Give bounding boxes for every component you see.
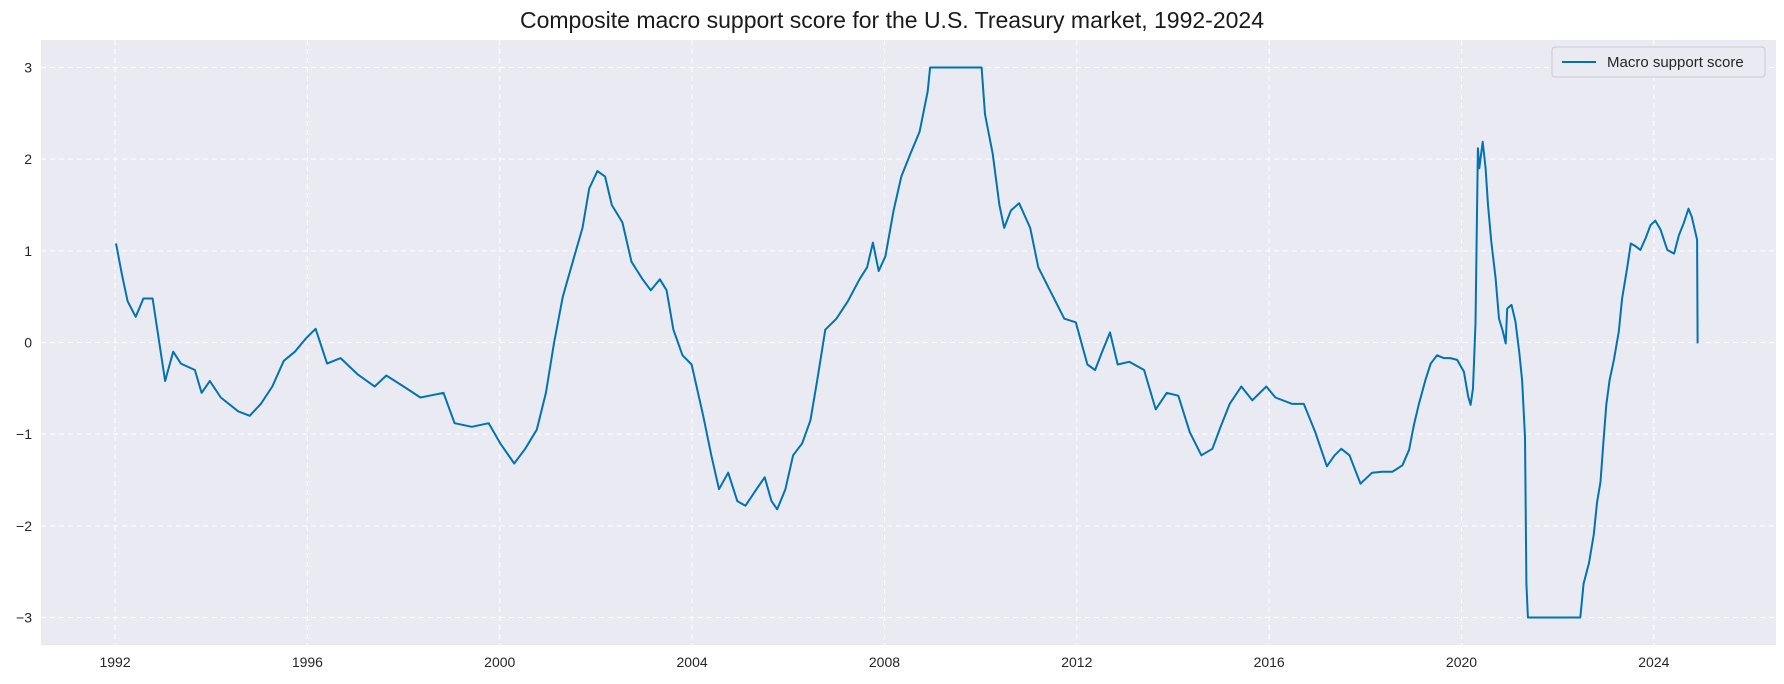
- x-tick-label: 1992: [99, 654, 130, 670]
- y-axis: 3 2 1 0 −1 −2 −3: [16, 60, 32, 626]
- y-tick-label: −3: [16, 610, 32, 626]
- x-tick-label: 2020: [1446, 654, 1477, 670]
- y-tick-label: 0: [24, 335, 32, 351]
- x-tick-label: 2008: [869, 654, 900, 670]
- y-tick-label: 3: [24, 60, 32, 76]
- x-tick-label: 2000: [484, 654, 515, 670]
- x-tick-label: 2004: [677, 654, 708, 670]
- x-tick-label: 2016: [1254, 654, 1285, 670]
- legend-label: Macro support score: [1607, 54, 1744, 71]
- y-tick-label: 1: [24, 243, 32, 259]
- x-tick-label: 2024: [1638, 654, 1669, 670]
- series-layer: [115, 66, 1699, 619]
- y-tick-label: −2: [16, 518, 32, 534]
- chart-title: Composite macro support score for the U.…: [520, 7, 1264, 33]
- x-tick-label: 2012: [1061, 654, 1092, 670]
- legend-box: [1551, 46, 1766, 78]
- x-axis: 1992 1996 2000 2004 2008 2012 2016 2020 2024: [99, 654, 1669, 670]
- y-tick-label: −1: [16, 426, 32, 442]
- legend: Macro support score: [1551, 46, 1766, 78]
- x-tick-label: 1996: [292, 654, 323, 670]
- series-line-macro-support-score: [115, 66, 1699, 619]
- y-tick-label: 2: [24, 151, 32, 167]
